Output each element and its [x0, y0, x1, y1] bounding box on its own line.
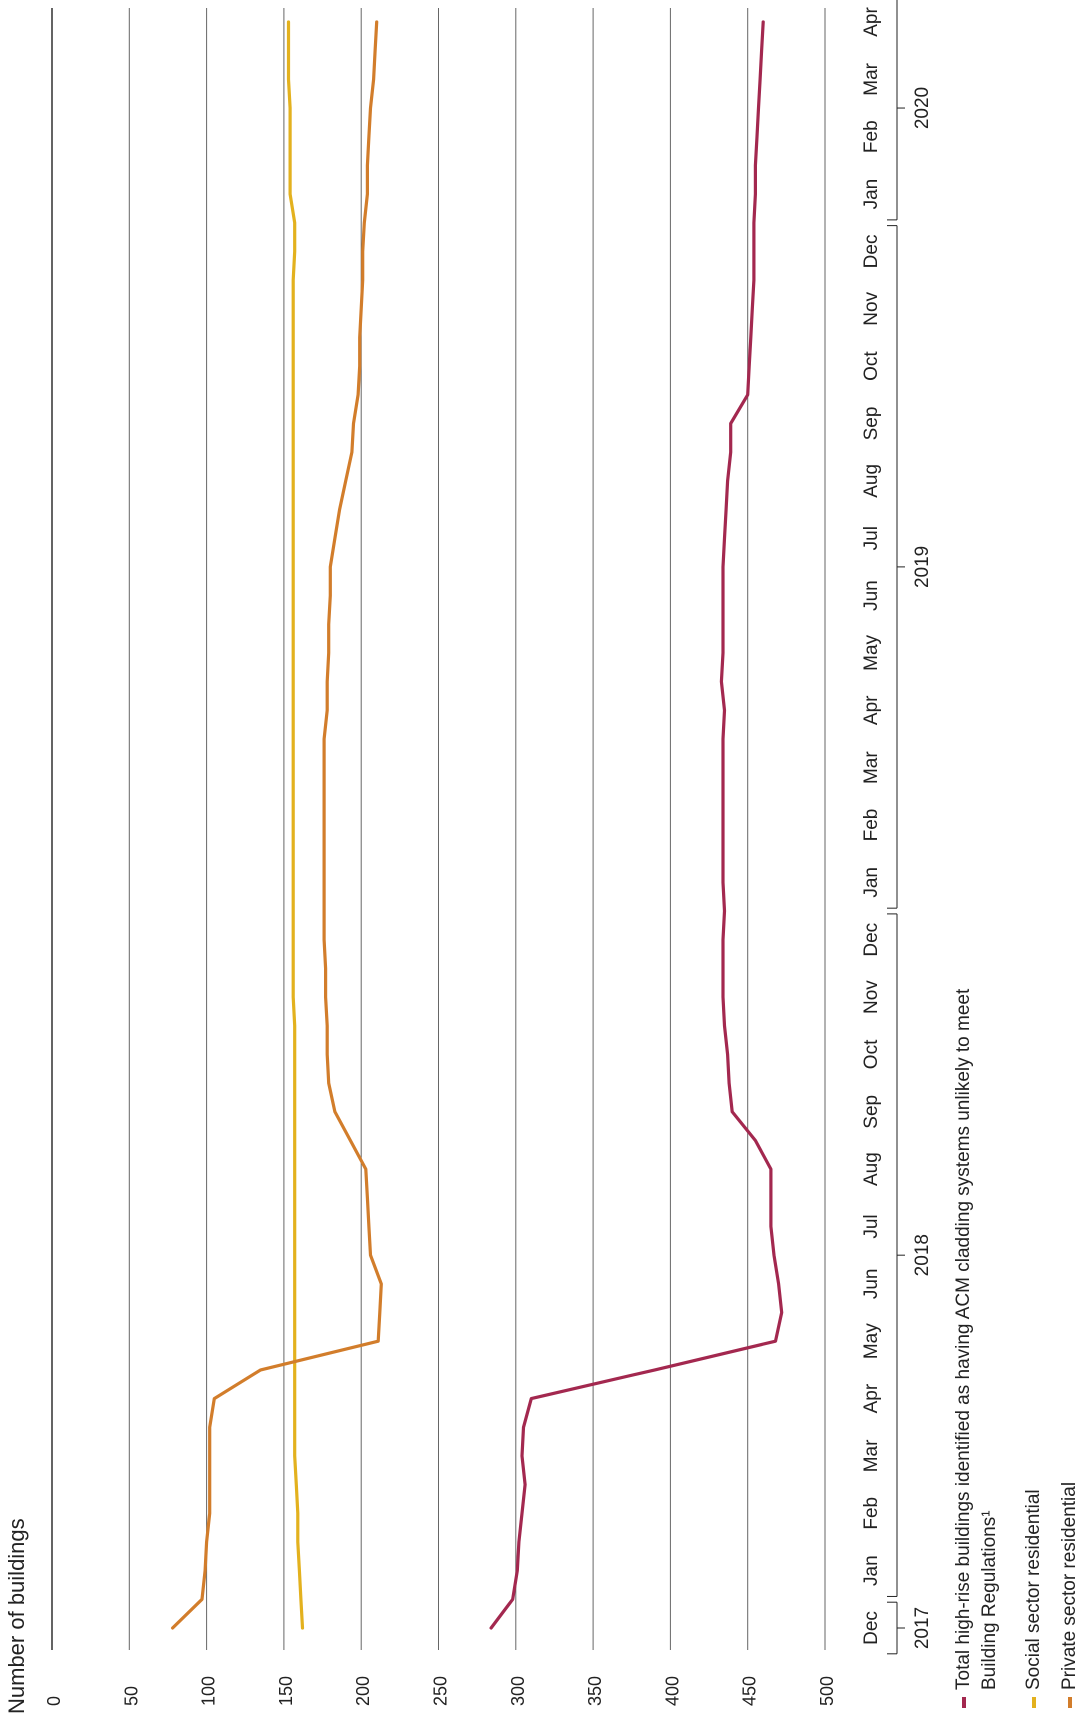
x-tick-label: Apr [861, 1383, 882, 1413]
gridlines [51, 8, 826, 1650]
x-tick-label: Jul [861, 526, 882, 550]
y-tick-label: 150 [276, 1676, 296, 1706]
y-tick-labels: 0 50 100 150 200 250 300 350 400 450 500 [44, 1676, 837, 1706]
year-label: 2019 [912, 546, 933, 588]
y-tick-label: 250 [431, 1676, 451, 1706]
x-tick-label: Mar [861, 1439, 882, 1472]
x-tick-label: Sep [861, 407, 882, 441]
x-tick-label: Aug [861, 1152, 882, 1186]
x-tick-label: Jun [861, 1269, 882, 1300]
x-tick-label: Jan [861, 179, 882, 210]
x-tick-label: May [861, 1323, 882, 1359]
y-tick-label: 400 [662, 1676, 682, 1706]
x-tick-label: Sep [861, 1095, 882, 1129]
y-tick-label: 50 [121, 1686, 141, 1706]
x-tick-label: Mar [861, 62, 882, 95]
y-tick-label: 500 [817, 1676, 837, 1706]
legend-label: Private sector residential [1059, 1482, 1080, 1690]
x-tick-label: Jan [861, 867, 882, 898]
legend-label: Total high-rise buildings identified as … [953, 988, 1000, 1690]
x-tick-label: Feb [861, 1497, 882, 1530]
y-tick-label: 200 [353, 1676, 373, 1706]
x-tick-label: Mar [861, 751, 882, 784]
y-tick-label: 450 [740, 1676, 760, 1706]
x-tick-label: Dec [861, 235, 882, 269]
x-tick-label: Aug [861, 464, 882, 498]
x-tick-label: Apr [861, 7, 882, 37]
x-tick-label: Oct [861, 1039, 882, 1069]
series-line-3 [171, 20, 383, 1630]
year-label: 2020 [912, 87, 933, 129]
y-tick-label: 100 [199, 1676, 219, 1706]
series-line-1 [489, 20, 784, 1630]
y-tick-label: 0 [44, 1696, 64, 1706]
year-label: 2017 [912, 1607, 933, 1649]
x-axis: Dec Jan Feb Mar Apr May Jun Jul Aug Sep Oct Nov Dec J… [861, 0, 933, 1655]
series-line-2 [286, 20, 305, 1630]
y-axis-title: Number of buildings [4, 1518, 29, 1714]
x-tick-label: Feb [861, 120, 882, 153]
legend-label: Social sector residential [1023, 1489, 1044, 1690]
x-tick-label: Nov [861, 291, 882, 325]
x-tick-label: May [861, 634, 882, 670]
x-tick-label: Dec [861, 923, 882, 957]
legend: Total high-rise buildings identified as … [953, 988, 1080, 1708]
x-tick-label: Feb [861, 809, 882, 842]
y-tick-label: 300 [508, 1676, 528, 1706]
x-tick-label: Oct [861, 351, 882, 381]
series-lines [171, 20, 784, 1630]
year-label: 2018 [912, 1234, 933, 1276]
x-tick-label: Jul [861, 1214, 882, 1238]
x-tick-label: Dec [861, 1611, 882, 1645]
x-tick-label: Nov [861, 980, 882, 1014]
x-tick-label: Jan [861, 1555, 882, 1586]
x-tick-label: Apr [861, 695, 882, 725]
x-tick-label: Jun [861, 580, 882, 611]
y-tick-label: 350 [585, 1676, 605, 1706]
